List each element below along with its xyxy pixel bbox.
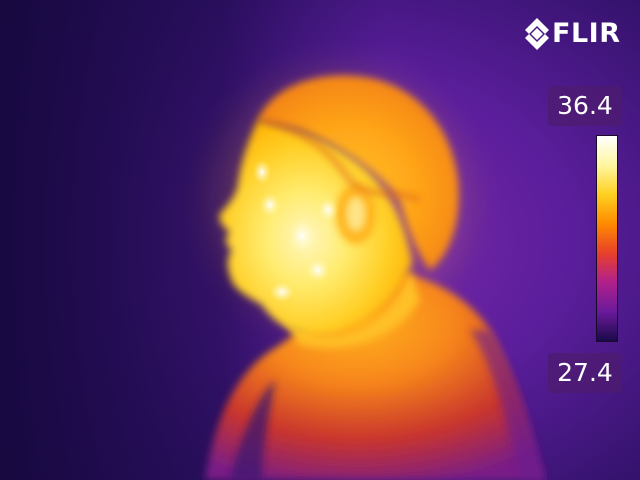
- flir-logo: FLIR: [524, 17, 624, 53]
- flir-diamond-icon: [525, 18, 549, 50]
- min-temperature-label: 27.4: [548, 353, 622, 393]
- flir-logo-text: FLIR: [552, 18, 621, 49]
- max-temperature-label: 36.4: [548, 86, 622, 126]
- temperature-scale-bar: [596, 135, 618, 342]
